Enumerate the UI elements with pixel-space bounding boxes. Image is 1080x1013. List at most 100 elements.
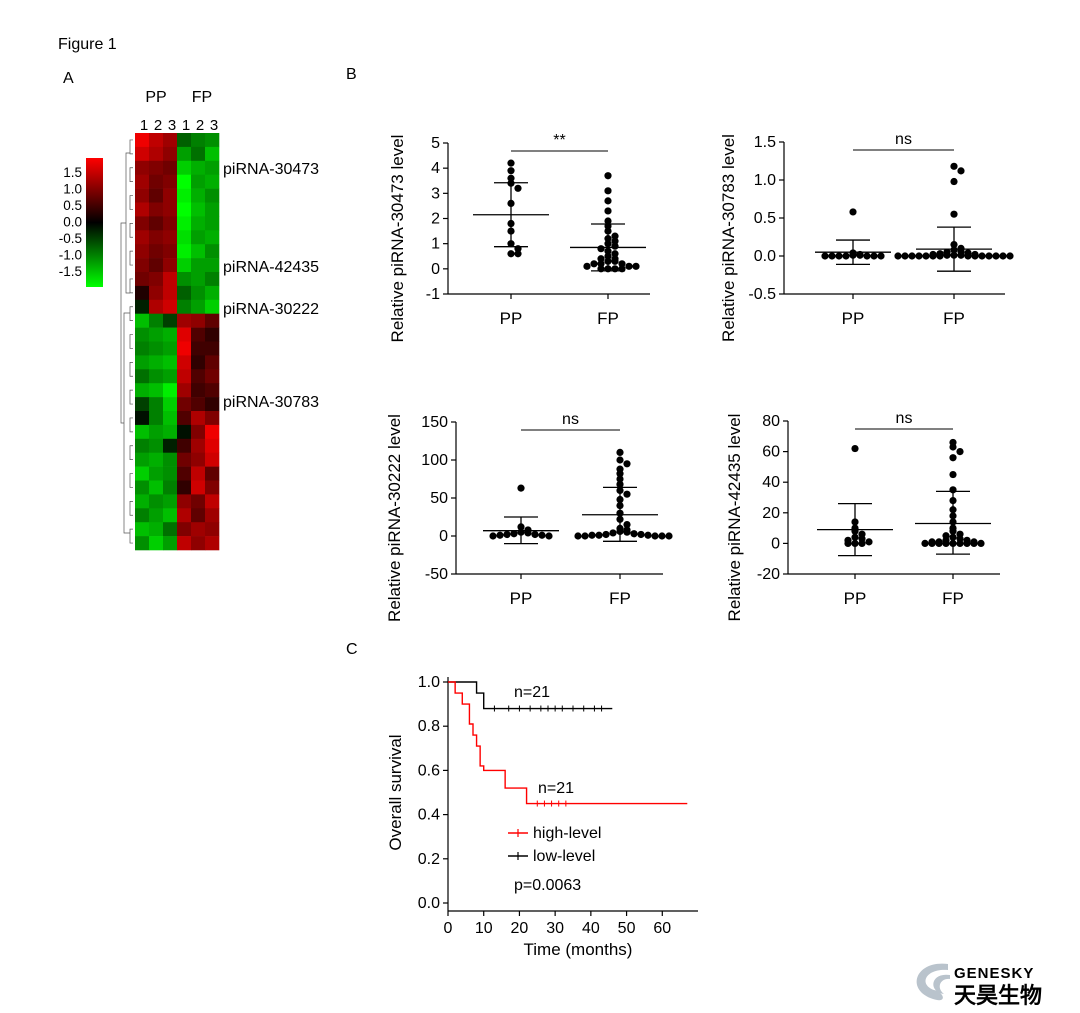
heatmap-cell <box>163 424 178 440</box>
heatmap-cell <box>149 285 164 301</box>
heatmap-cell <box>191 285 206 301</box>
heatmap-cell <box>163 411 178 426</box>
heatmap-cell <box>163 341 178 356</box>
p-value-label: p=0.0063 <box>514 877 581 894</box>
heatmap-cell <box>177 536 192 551</box>
data-point <box>604 187 612 195</box>
heatmap-cell <box>177 438 192 453</box>
data-point <box>936 252 944 260</box>
data-point <box>856 251 864 259</box>
heatmap-cell <box>135 313 150 328</box>
heatmap-cell <box>177 341 192 356</box>
heatmap-cell <box>149 452 164 467</box>
heatmap-cell <box>163 272 178 287</box>
heatmap-cell <box>149 160 164 175</box>
heatmap-cell <box>149 522 164 537</box>
heatmap-cell <box>191 313 206 328</box>
color-scale-tick-label: 1.0 <box>63 182 82 197</box>
data-point <box>637 530 645 539</box>
y-axis-label: Relative piRNA-30222 level <box>385 414 404 622</box>
heatmap-cell <box>163 230 178 245</box>
dendrogram-branch <box>129 278 133 294</box>
data-point <box>517 484 525 492</box>
dendrogram-branch <box>129 417 133 433</box>
heatmap-cell <box>205 188 220 203</box>
dendrogram-branch <box>129 362 133 377</box>
data-point <box>595 531 603 539</box>
legend-label: low-level <box>533 848 595 865</box>
data-point <box>956 448 964 456</box>
data-point <box>992 252 1000 260</box>
data-point <box>956 539 964 548</box>
y-tick-label: -20 <box>757 566 780 583</box>
color-scale-tick-label: -0.5 <box>59 231 82 246</box>
heatmap-cell <box>191 522 206 537</box>
y-tick-label: 0.0 <box>418 895 440 912</box>
heatmap-cell <box>205 272 220 287</box>
dendrogram-branch <box>129 250 133 266</box>
color-scale-tick-label: -1.0 <box>59 248 82 263</box>
y-tick-label: -0.5 <box>748 286 776 303</box>
heatmap-cell <box>177 313 192 328</box>
heatmap-cell <box>205 244 220 259</box>
y-tick-label: 60 <box>762 444 780 461</box>
dendrogram-branch <box>129 223 133 238</box>
heatmap-cell <box>205 466 220 481</box>
x-tick-label: FP <box>942 589 964 608</box>
heatmap-cell <box>191 355 206 370</box>
heatmap-cell <box>163 174 178 189</box>
panel-label-a: A <box>63 70 74 87</box>
heatmap-cell <box>163 216 178 231</box>
heatmap-cell <box>149 536 164 551</box>
heatmap-cell <box>177 272 192 287</box>
heatmap-cell <box>205 341 220 356</box>
heatmap-cell <box>149 230 164 245</box>
heatmap-cell <box>205 424 220 440</box>
data-point <box>949 470 957 479</box>
heatmap-cell <box>205 369 220 384</box>
heatmap-cell <box>135 216 150 231</box>
data-point <box>616 480 624 488</box>
figure-title: Figure 1 <box>58 36 117 53</box>
heatmap-row-label: piRNA-42435 <box>223 259 319 276</box>
x-tick-label: FP <box>943 309 965 328</box>
heatmap-cell <box>177 327 192 342</box>
heatmap-cell <box>205 383 220 398</box>
data-point <box>514 250 522 258</box>
heatmap-cell <box>205 397 220 412</box>
data-point <box>510 530 518 538</box>
data-point <box>943 251 951 259</box>
data-point <box>835 252 843 260</box>
heatmap-cell <box>149 133 164 148</box>
data-point <box>611 232 619 240</box>
data-point <box>623 460 631 468</box>
data-point <box>583 262 591 270</box>
data-point <box>922 252 930 260</box>
data-point <box>921 539 929 548</box>
data-point <box>604 217 612 225</box>
logo-text-en: GENESKY <box>954 965 1034 982</box>
heatmap-cell <box>163 466 178 481</box>
significance-label: ns <box>562 411 579 428</box>
data-point <box>844 539 852 548</box>
color-scale-tick-label: 0.5 <box>63 198 82 213</box>
data-point <box>908 252 916 260</box>
y-tick-label: 2 <box>431 211 440 228</box>
heatmap-cell <box>205 160 220 175</box>
y-tick-label: 1.5 <box>754 134 776 151</box>
heatmap-cell <box>191 327 206 342</box>
heatmap-cell <box>191 452 206 467</box>
heatmap-cell <box>191 494 206 509</box>
data-point <box>935 539 943 548</box>
data-point <box>957 167 965 175</box>
heatmap-cell <box>135 327 150 342</box>
heatmap-cell <box>163 522 178 537</box>
heatmap-cell <box>135 522 150 537</box>
heatmap-cell <box>191 160 206 175</box>
heatmap-cell <box>149 355 164 370</box>
heatmap-cell <box>205 174 220 189</box>
data-point <box>828 252 836 260</box>
panel-label-c: C <box>346 641 358 658</box>
